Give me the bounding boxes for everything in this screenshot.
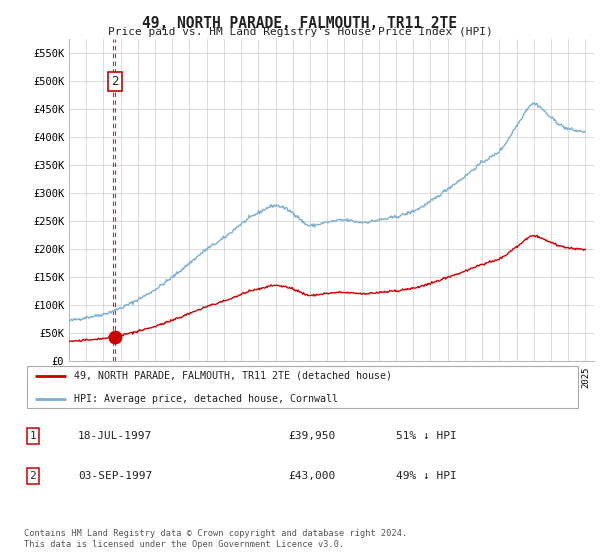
Text: 51% ↓ HPI: 51% ↓ HPI: [396, 431, 457, 441]
Text: Contains HM Land Registry data © Crown copyright and database right 2024.
This d: Contains HM Land Registry data © Crown c…: [24, 529, 407, 549]
Text: 2: 2: [29, 471, 37, 481]
Text: 18-JUL-1997: 18-JUL-1997: [78, 431, 152, 441]
Text: 49, NORTH PARADE, FALMOUTH, TR11 2TE: 49, NORTH PARADE, FALMOUTH, TR11 2TE: [143, 16, 458, 31]
Text: 49% ↓ HPI: 49% ↓ HPI: [396, 471, 457, 481]
Text: 1: 1: [29, 431, 37, 441]
Text: 2: 2: [111, 74, 119, 88]
Text: 03-SEP-1997: 03-SEP-1997: [78, 471, 152, 481]
Text: 49, NORTH PARADE, FALMOUTH, TR11 2TE (detached house): 49, NORTH PARADE, FALMOUTH, TR11 2TE (de…: [74, 371, 392, 381]
Text: HPI: Average price, detached house, Cornwall: HPI: Average price, detached house, Corn…: [74, 394, 338, 404]
FancyBboxPatch shape: [27, 366, 578, 408]
Text: £43,000: £43,000: [288, 471, 335, 481]
Text: Price paid vs. HM Land Registry's House Price Index (HPI): Price paid vs. HM Land Registry's House …: [107, 27, 493, 37]
Text: £39,950: £39,950: [288, 431, 335, 441]
